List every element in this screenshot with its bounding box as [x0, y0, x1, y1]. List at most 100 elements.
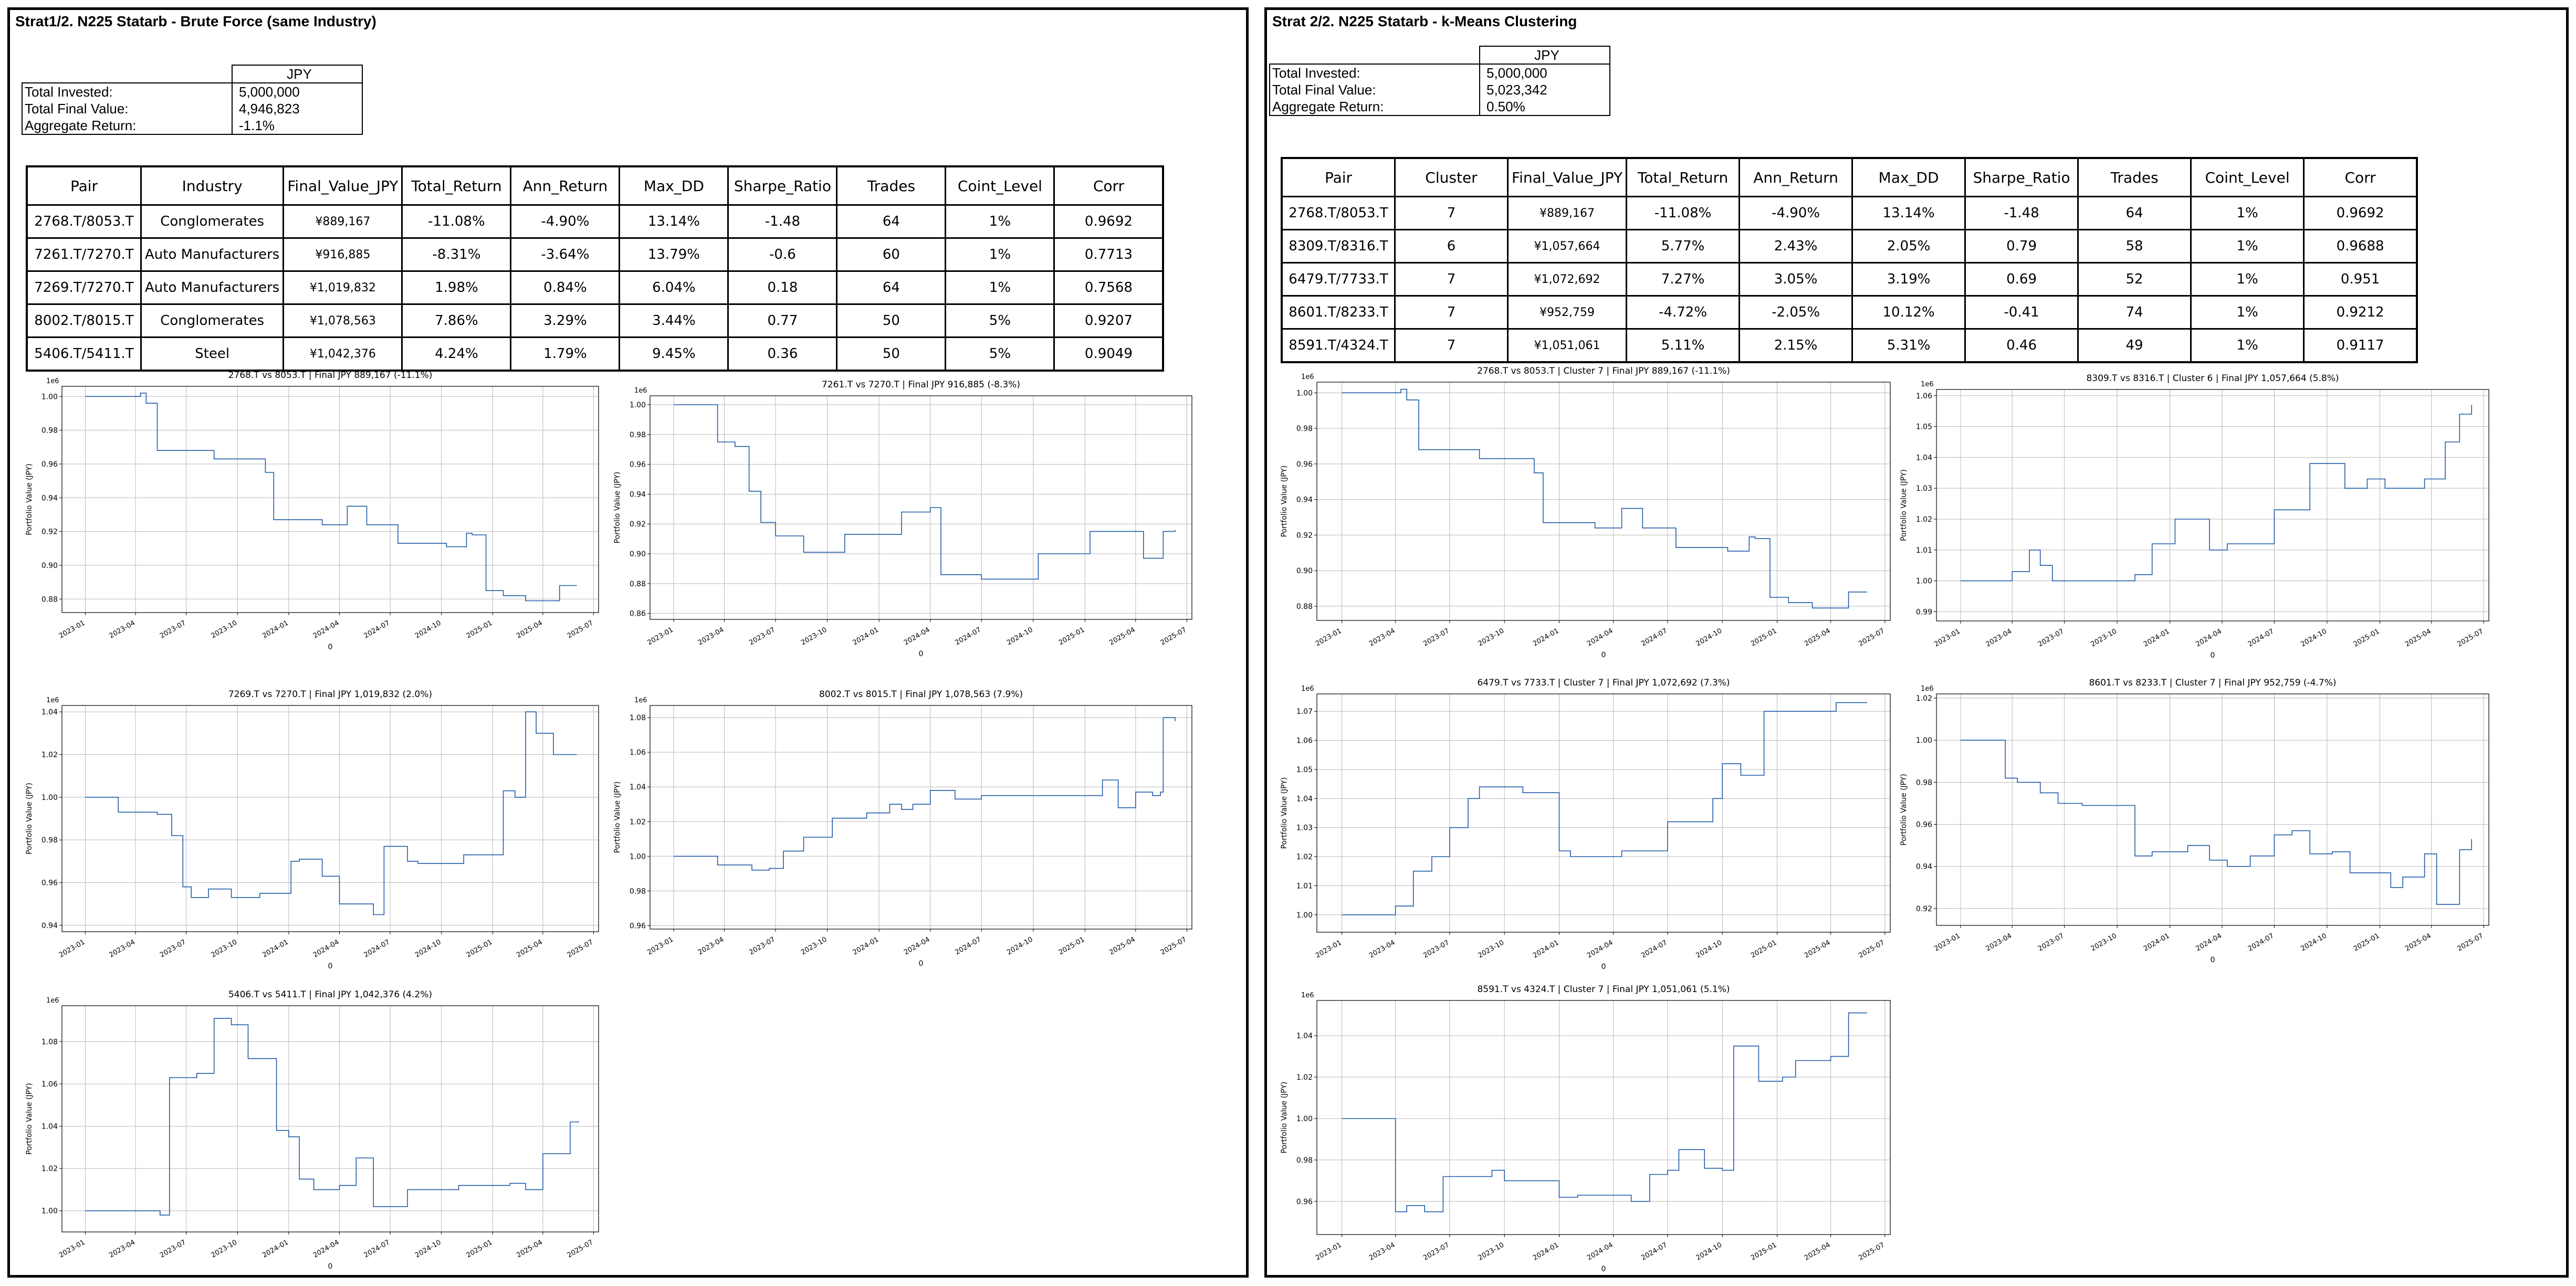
- table-header-row: Pair Industry Final_Value_JPY Total_Retu…: [26, 165, 1164, 206]
- table-cell: 3.44%: [619, 303, 729, 338]
- table-cell: -3.64%: [510, 237, 621, 272]
- table-cell: -4.90%: [510, 204, 621, 239]
- y-tick-label: 0.90: [41, 562, 58, 570]
- x-tick-label: 2023-10: [2090, 627, 2119, 648]
- chart-title: 7261.T vs 7270.T | Final JPY 916,885 (-8…: [822, 380, 1020, 390]
- table-cell: 7: [1394, 196, 1509, 230]
- column-header: Corr: [2303, 157, 2418, 197]
- y-tick-label: 1.02: [1916, 694, 1932, 703]
- table-cell: Conglomerates: [140, 303, 285, 338]
- table-cell: 7.27%: [1626, 262, 1741, 297]
- chart-title: 7269.T vs 7270.T | Final JPY 1,019,832 (…: [228, 689, 432, 700]
- x-tick-label: 2024-10: [414, 1238, 443, 1259]
- y-tick-label: 1.03: [1296, 824, 1313, 832]
- x-tick-label: 2025-07: [1159, 626, 1188, 647]
- strategy-panel-brute-force: Strat1/2. N225 Statarb - Brute Force (sa…: [7, 7, 1249, 1278]
- y-tick-label: 1.00: [630, 852, 646, 861]
- table-cell: 64: [836, 204, 947, 239]
- x-tick-label: 2024-01: [852, 626, 881, 647]
- y-tick-label: 1.02: [1296, 853, 1313, 861]
- table-cell: ¥952,759: [1506, 295, 1628, 330]
- x-tick-label: 2025-07: [1159, 935, 1188, 956]
- table-body: 2768.T/8053.T 7 ¥889,167 -11.08% -4.90% 13.14…: [1281, 196, 2418, 363]
- x-tick-label: 2024-04: [1586, 1241, 1615, 1262]
- column-header: Max_DD: [1851, 157, 1966, 197]
- y-tick-label: 1.00: [41, 393, 58, 401]
- equity-curve-chart-6479-7733: 6479.T vs 7733.T | Cluster 7 | Final JPY…: [1280, 678, 1891, 971]
- x-tick-label: 2023-01: [646, 626, 675, 647]
- column-header: Cluster: [1394, 157, 1509, 197]
- column-header: Corr: [1053, 165, 1164, 206]
- summary-table: JPY Total Invested: 5,000,000 Total Final…: [22, 65, 363, 135]
- table-cell: 10.12%: [1851, 295, 1966, 330]
- equity-curve-chart-2768-8053-cluster: 2768.T vs 8053.T | Cluster 7 | Final JPY…: [1280, 366, 1891, 659]
- table-row: 8002.T/8015.T Conglomerates ¥1,078,563 7.86…: [26, 303, 1164, 338]
- y-tick-label: 0.98: [41, 427, 58, 435]
- table-cell: 2768.T/8053.T: [1281, 196, 1396, 230]
- y-tick-label: 0.94: [630, 490, 646, 499]
- y-tick-label: 0.86: [630, 610, 646, 618]
- x-tick-label: 2024-01: [1532, 939, 1561, 960]
- x-tick-label: 2023-07: [748, 626, 777, 647]
- column-header: Industry: [140, 165, 285, 206]
- x-axis-label: 0: [328, 643, 333, 651]
- x-tick-label: 2023-10: [1477, 939, 1506, 960]
- table-cell: 13.14%: [619, 204, 729, 239]
- series-line: [1342, 388, 1867, 609]
- equity-curve-chart-7269-7270: 7269.T vs 7270.T | Final JPY 1,019,832 (…: [25, 689, 599, 971]
- summary-value: -1.1%: [232, 117, 363, 135]
- x-tick-label: 2024-07: [1640, 1241, 1669, 1262]
- table-row: 8309.T/8316.T 6 ¥1,057,664 5.77% 2.43% 2.05% 0…: [1281, 229, 2418, 263]
- plot-frame: [61, 705, 599, 932]
- table-cell: -1.48: [727, 204, 838, 239]
- y-tick-label: 1.08: [41, 1038, 58, 1046]
- series-line: [1342, 702, 1867, 915]
- y-tick-label: 1.03: [1916, 484, 1932, 493]
- y-axis-label: Portfolio Value (JPY): [1280, 1082, 1289, 1154]
- x-tick-label: 2025-04: [1803, 627, 1832, 648]
- table-cell: 7: [1394, 295, 1509, 330]
- y-tick-label: 0.96: [1916, 821, 1932, 829]
- x-tick-label: 2025-01: [1057, 626, 1086, 647]
- plot-frame: [1936, 693, 2489, 926]
- y-axis-label: Portfolio Value (JPY): [1280, 777, 1289, 849]
- table-cell: ¥889,167: [1506, 196, 1628, 230]
- y-tick-label: 0.98: [630, 431, 646, 439]
- table-cell: Auto Manufacturers: [140, 237, 285, 272]
- x-tick-label: 2023-10: [800, 935, 829, 956]
- y-scale-label: 1e6: [1301, 992, 1314, 999]
- column-header: Trades: [836, 165, 947, 206]
- x-tick-label: 2024-04: [903, 626, 931, 647]
- table-cell: ¥1,042,376: [282, 336, 403, 372]
- table-cell: 8601.T/8233.T: [1281, 295, 1396, 330]
- y-tick-label: 0.94: [1296, 496, 1313, 504]
- table-cell: 13.14%: [1851, 196, 1966, 230]
- y-tick-label: 1.04: [1296, 1032, 1313, 1040]
- summary-table: JPY Total Invested: 5,000,000 Total Final…: [1269, 46, 1610, 116]
- column-header: Coint_Level: [945, 165, 1055, 206]
- x-tick-label: 2024-10: [1695, 627, 1724, 648]
- column-header: Ann_Return: [510, 165, 621, 206]
- y-tick-label: 0.92: [1296, 531, 1313, 540]
- y-axis-label: Portfolio Value (JPY): [613, 472, 622, 544]
- y-tick-label: 1.04: [1296, 795, 1313, 803]
- table-cell: 13.79%: [619, 237, 729, 272]
- table-cell: ¥1,072,692: [1506, 262, 1628, 297]
- column-header: Total_Return: [401, 165, 512, 206]
- table-cell: -4.72%: [1626, 295, 1741, 330]
- x-tick-label: 2025-04: [515, 938, 544, 959]
- table-cell: 0.84%: [510, 270, 621, 305]
- y-tick-label: 0.96: [1296, 1198, 1313, 1206]
- table-cell: 0.9117: [2303, 328, 2418, 363]
- table-cell: 5406.T/5411.T: [26, 336, 142, 372]
- table-cell: 1%: [945, 204, 1055, 239]
- x-tick-label: 2023-07: [159, 938, 187, 959]
- table-cell: 6.04%: [619, 270, 729, 305]
- x-axis-label: 0: [919, 960, 924, 968]
- table-cell: 52: [2077, 262, 2192, 297]
- x-tick-label: 2025-01: [465, 938, 494, 959]
- x-tick-label: 2024-04: [2194, 627, 2223, 648]
- x-tick-label: 2025-07: [1857, 627, 1886, 648]
- table-row: 6479.T/7733.T 7 ¥1,072,692 7.27% 3.05% 3.19% 0…: [1281, 262, 2418, 297]
- pairs-metrics-table: Pair Industry Final_Value_JPY Total_Retu…: [26, 165, 1165, 372]
